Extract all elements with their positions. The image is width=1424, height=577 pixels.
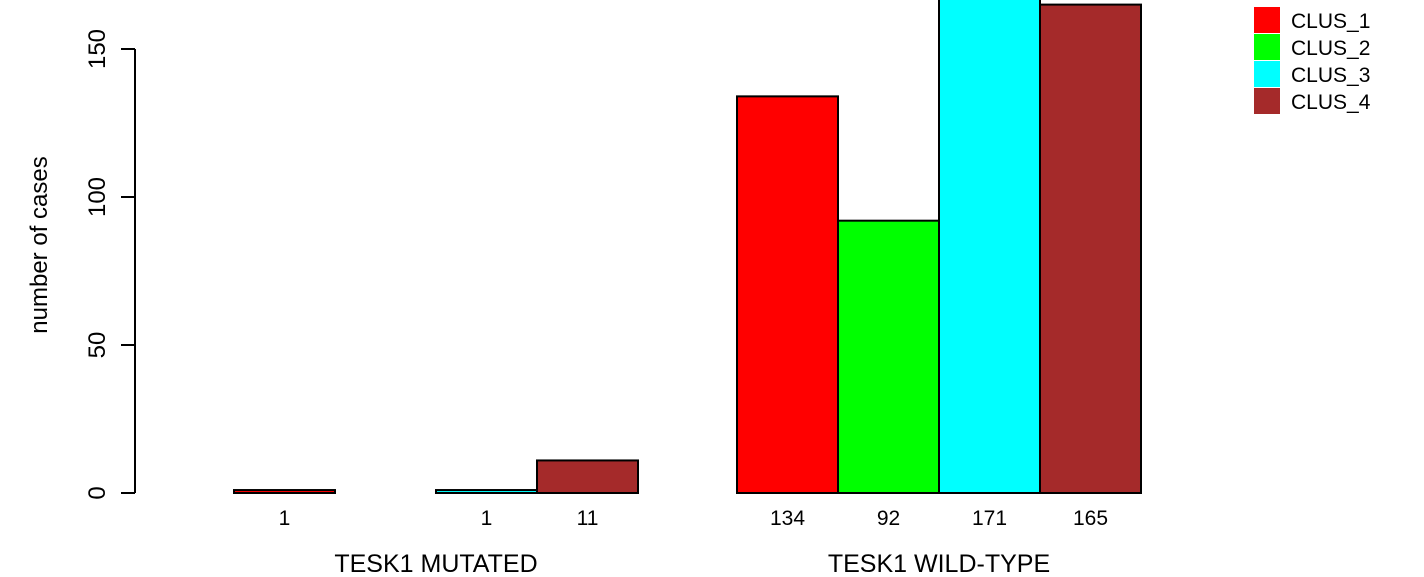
legend-swatch xyxy=(1254,7,1280,33)
bar-value-labels: 1 1 11 134 92 171 165 xyxy=(279,507,1108,530)
y-tick-label: 100 xyxy=(84,177,111,217)
bar-value-label: 165 xyxy=(1073,507,1108,530)
bar-value-label: 171 xyxy=(972,507,1007,530)
legend-label: CLUS_2 xyxy=(1291,37,1370,60)
bars-layer xyxy=(233,0,1142,495)
y-tick-label: 150 xyxy=(84,29,111,69)
legend-label: CLUS_3 xyxy=(1291,64,1370,87)
y-axis-label: number of cases xyxy=(26,156,53,333)
y-tick-label: 50 xyxy=(84,332,111,359)
bar-value-label: 11 xyxy=(577,507,599,530)
legend-swatch xyxy=(1254,34,1280,60)
legend-label: CLUS_4 xyxy=(1291,91,1371,114)
bar-clus-3-mutated xyxy=(435,489,538,495)
bar-clus-4-mutated xyxy=(536,459,639,495)
y-axis: 0 50 100 150 xyxy=(84,29,136,500)
legend-label: CLUS_1 xyxy=(1291,10,1370,33)
bar-clus-1-mutated xyxy=(233,489,336,495)
legend-swatch xyxy=(1254,61,1280,87)
legend-swatch xyxy=(1254,88,1280,114)
bar-value-label: 134 xyxy=(770,507,805,530)
group-label: TESK1 MUTATED xyxy=(334,550,537,577)
bar-value-label: 92 xyxy=(877,507,900,530)
bar-value-label: 1 xyxy=(481,507,493,530)
legend: CLUS_1 CLUS_2 CLUS_3 CLUS_4 xyxy=(1254,7,1371,114)
y-tick-label: 0 xyxy=(84,486,111,499)
bar-clus-1-wild-type xyxy=(736,95,839,495)
bar-clus-2-wild-type xyxy=(837,219,940,494)
bar-value-label: 1 xyxy=(279,507,291,530)
group-label: TESK1 WILD-TYPE xyxy=(828,550,1050,577)
bar-clus-4-wild-type xyxy=(1039,3,1142,494)
group-labels: TESK1 MUTATED TESK1 WILD-TYPE xyxy=(334,550,1050,577)
bar-clus-3-wild-type xyxy=(938,0,1041,495)
